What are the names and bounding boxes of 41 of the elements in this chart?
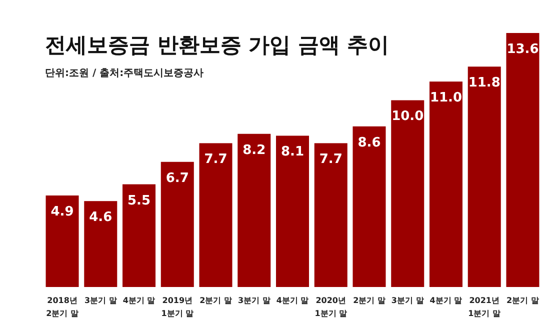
- bar: [238, 134, 271, 287]
- data-label: 5.5: [127, 193, 151, 208]
- data-label: 6.7: [166, 170, 189, 186]
- x-tick-label: 4분기 말: [122, 296, 156, 305]
- x-tick-label: 3분기 말: [238, 296, 270, 305]
- x-tick-label: 2분기 말: [200, 296, 232, 305]
- x-tick-label: 3분기 말: [391, 296, 424, 305]
- x-tick-label: 3분기 말: [84, 296, 117, 305]
- x-tick-label: 4분기 말: [430, 296, 462, 305]
- x-tick-label: 4분기 말: [276, 296, 309, 305]
- data-label: 8.6: [358, 135, 381, 150]
- data-label: 11.0: [430, 90, 462, 106]
- data-label: 4.6: [89, 210, 112, 226]
- bar: [429, 82, 462, 287]
- data-label: 7.7: [319, 152, 342, 168]
- x-tick-label: 2019년 1분기 말: [161, 296, 194, 318]
- bar: [122, 184, 156, 287]
- chart-title: 전세보증금 반환보증 가입 금액 추이: [45, 33, 390, 57]
- data-label: 8.2: [242, 142, 266, 158]
- bar: [276, 136, 309, 287]
- x-tick-label: 2분기 말: [506, 296, 539, 305]
- bar: [199, 143, 232, 287]
- data-label: 8.1: [280, 144, 304, 160]
- bar: [391, 100, 424, 287]
- x-tick-label: 2021년 1분기 말: [468, 296, 501, 318]
- bar: [314, 143, 348, 287]
- bar: [46, 195, 79, 287]
- bar: [468, 66, 501, 287]
- x-tick-label: 2020년 1분기 말: [314, 296, 348, 318]
- data-label: 10.0: [392, 109, 424, 124]
- bar: [352, 126, 386, 287]
- data-label: 13.6: [506, 42, 539, 57]
- data-label: 7.7: [204, 152, 228, 168]
- data-label: 11.8: [468, 76, 500, 91]
- bar: [506, 33, 540, 287]
- bar: [84, 201, 118, 287]
- x-tick-label: 2018년 2분기 말: [46, 296, 78, 318]
- x-tick-label: 2분기 말: [353, 296, 386, 305]
- text: 단위:조원 / 출처:주택도시보증공사: [45, 68, 204, 79]
- data-label: 4.9: [50, 204, 74, 220]
- bar: [160, 162, 194, 287]
